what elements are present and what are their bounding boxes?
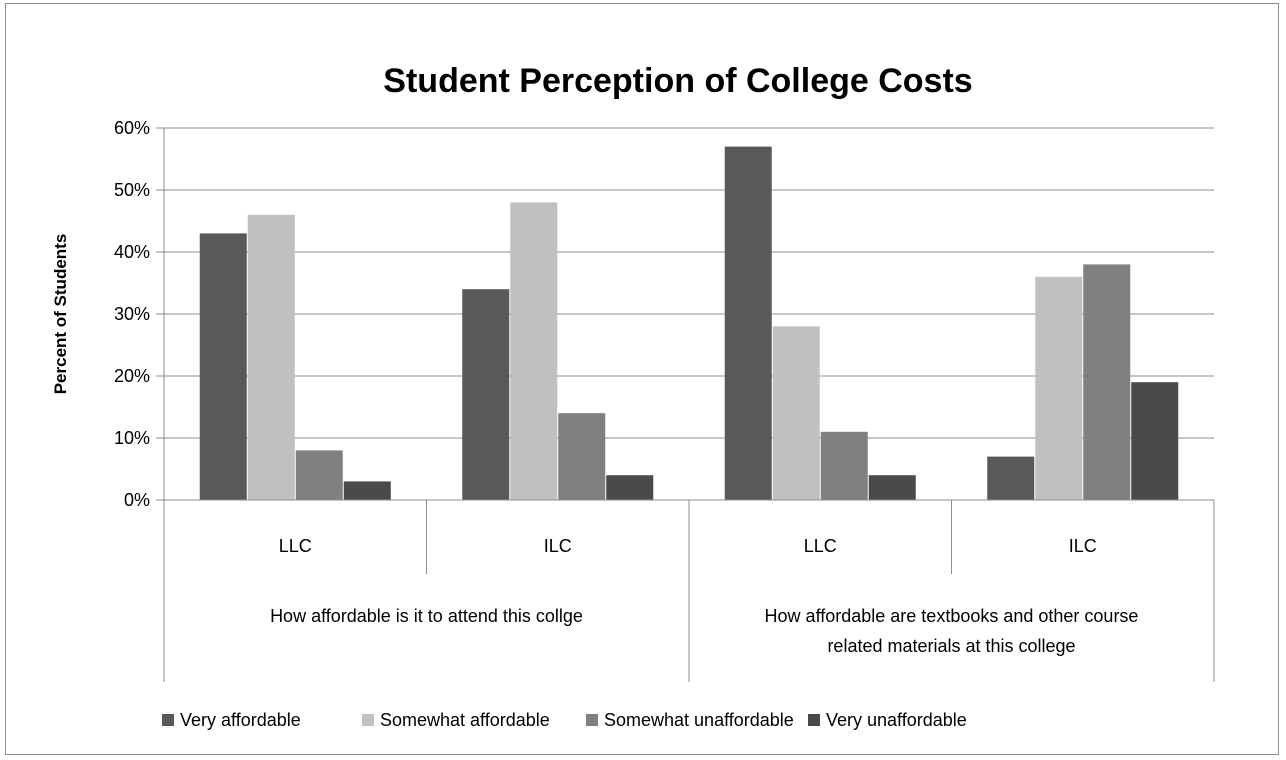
bar-somewhat-unaffordable <box>1083 264 1131 500</box>
y-tick-label: 40% <box>114 242 150 262</box>
bar-very-affordable <box>987 456 1035 500</box>
bar-somewhat-unaffordable <box>820 431 868 500</box>
bar-very-unaffordable <box>1131 382 1179 500</box>
bar-somewhat-unaffordable <box>558 413 606 500</box>
bar-somewhat-unaffordable <box>295 450 343 500</box>
y-axis-ticks: 0% 10% 20% 30% 40% 50% 60% <box>114 118 150 510</box>
legend-label: Very affordable <box>180 710 301 730</box>
x-axis: LLC ILC LLC ILC How affordable is it to atte… <box>163 499 1215 682</box>
bar-very-affordable <box>724 146 772 500</box>
bar-somewhat-affordable <box>510 202 558 500</box>
bar-very-unaffordable <box>343 481 391 500</box>
y-tick-label: 10% <box>114 428 150 448</box>
chart-title: Student Perception of College Costs <box>383 62 972 100</box>
legend-swatch <box>808 714 820 726</box>
legend-swatch <box>586 714 598 726</box>
bar-very-affordable <box>199 233 247 500</box>
legend-label: Very unaffordable <box>826 710 967 730</box>
legend: Very affordable Somewhat affordable Somewh… <box>162 710 967 730</box>
y-axis-label: Percent of Students <box>51 234 70 395</box>
x-group-label: How affordable is it to attend this coll… <box>270 606 583 626</box>
x-category-label: LLC <box>279 536 312 556</box>
bar-very-unaffordable <box>868 475 916 500</box>
bar-very-affordable <box>462 289 510 500</box>
bar-somewhat-affordable <box>772 326 820 500</box>
y-tick-label: 30% <box>114 304 150 324</box>
bar-somewhat-affordable <box>247 214 295 501</box>
y-tick-label: 50% <box>114 180 150 200</box>
legend-label: Somewhat affordable <box>380 710 550 730</box>
y-tick-label: 0% <box>124 490 150 510</box>
bar-somewhat-affordable <box>1035 276 1083 500</box>
y-tick-label: 60% <box>114 118 150 138</box>
bar-very-unaffordable <box>606 475 654 500</box>
legend-swatch <box>162 714 174 726</box>
x-category-label: ILC <box>1069 536 1097 556</box>
x-category-label: ILC <box>544 536 572 556</box>
legend-label: Somewhat unaffordable <box>604 710 794 730</box>
y-tick-label: 20% <box>114 366 150 386</box>
legend-swatch <box>362 714 374 726</box>
x-category-label: LLC <box>804 536 837 556</box>
x-group-label: How affordable are textbooks and other c… <box>765 606 1139 626</box>
x-group-label: related materials at this college <box>827 636 1075 656</box>
bars <box>199 146 1179 501</box>
